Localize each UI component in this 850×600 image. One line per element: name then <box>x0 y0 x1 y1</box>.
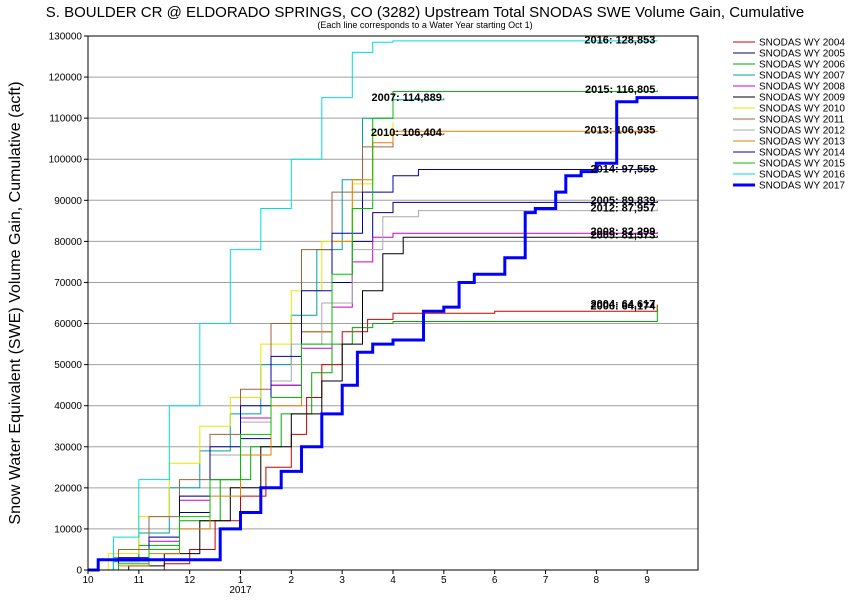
chart-title: S. BOULDER CR @ ELDORADO SPRINGS, CO (32… <box>46 4 805 21</box>
y-tick-label: 20000 <box>54 483 82 494</box>
series-line-10 <box>88 169 658 571</box>
legend-label-2: SNODAS WY 2006 <box>759 60 845 71</box>
legend-label-4: SNODAS WY 2008 <box>759 82 845 93</box>
x-tick-label: 4 <box>390 575 396 586</box>
series-line-3 <box>88 98 445 571</box>
legend-label-11: SNODAS WY 2015 <box>759 159 845 170</box>
y-tick-label: 80000 <box>54 237 82 248</box>
series-line-11 <box>88 90 658 571</box>
series-line-8 <box>88 208 658 571</box>
y-tick-label: 100000 <box>49 155 83 166</box>
end-label-4: 2008: 82,299 <box>590 226 655 238</box>
x-tick-label: 1 <box>238 575 244 586</box>
end-label-8: 2012: 87,957 <box>590 203 655 215</box>
legend-label-10: SNODAS WY 2014 <box>759 148 845 159</box>
x-tick-label: 12 <box>184 575 196 586</box>
y-tick-label: 10000 <box>54 524 82 535</box>
x-tick-label: 5 <box>441 575 447 586</box>
y-tick-label: 130000 <box>49 32 83 43</box>
x-tick-label: 10 <box>82 575 94 586</box>
legend-label-6: SNODAS WY 2010 <box>759 104 845 115</box>
series-layer <box>88 40 698 572</box>
end-label-12: 2016: 128,853 <box>584 35 655 47</box>
y-tick-label: 30000 <box>54 442 82 453</box>
series-line-7 <box>88 132 445 571</box>
y-tick-label: 110000 <box>49 114 82 125</box>
end-label-1: 2005: 89,839 <box>590 195 655 207</box>
chart-subtitle: (Each line corresponds to a Water Year s… <box>317 20 532 30</box>
legend-label-3: SNODAS WY 2007 <box>759 71 845 82</box>
x-tick-label: 2 <box>289 575 295 586</box>
series-line-13 <box>88 96 698 572</box>
end-label-5: 2009: 81,373 <box>590 230 655 242</box>
y-tick-label: 90000 <box>54 196 82 207</box>
y-axis-label: Snow Water Equivalent (SWE) Volume Gain,… <box>7 81 24 524</box>
x-tick-label: 6 <box>492 575 498 586</box>
end-label-9: 2013: 106,935 <box>584 125 655 137</box>
x-axis-ticks: 10 11 12 1 2 3 4 5 6 7 8 9 <box>82 570 650 586</box>
legend-label-7: SNODAS WY 2011 <box>759 115 845 126</box>
legend-label-12: SNODAS WY 2016 <box>759 170 845 181</box>
y-axis-ticks: 0 10000 20000 30000 40000 50000 60000 70000 8000… <box>49 32 88 577</box>
legend-label-1: SNODAS WY 2005 <box>759 49 845 60</box>
legend-label-5: SNODAS WY 2009 <box>759 93 845 104</box>
y-tick-label: 70000 <box>54 278 82 289</box>
end-label-10: 2014: 97,559 <box>590 163 655 175</box>
y-tick-label: 50000 <box>54 360 82 371</box>
end-labels: 2004: 64,617 2005: 89,839 2006: 64,174 2007… <box>371 35 656 313</box>
series-line-5 <box>88 235 658 571</box>
x-year-label: 2017 <box>229 585 252 596</box>
legend-label-0: SNODAS WY 2004 <box>759 38 845 49</box>
end-label-11: 2015: 116,805 <box>585 84 655 96</box>
legend-label-13: SNODAS WY 2017 <box>759 181 845 192</box>
end-label-7: 2010: 106,404 <box>371 127 443 139</box>
y-tick-label: 0 <box>76 566 82 577</box>
series-line-12 <box>88 40 658 571</box>
y-tick-label: 120000 <box>49 73 83 84</box>
end-label-0: 2004: 64,617 <box>590 299 655 311</box>
end-label-2: 2006: 64,174 <box>590 300 656 312</box>
x-tick-label: 3 <box>339 575 345 586</box>
series-line-0 <box>88 304 658 571</box>
plot-frame <box>87 35 699 571</box>
x-tick-label: 8 <box>594 575 600 586</box>
x-tick-label: 9 <box>644 575 650 586</box>
y-tick-label: 40000 <box>54 401 82 412</box>
legend-label-9: SNODAS WY 2013 <box>759 137 845 148</box>
x-tick-label: 7 <box>543 575 549 586</box>
y-tick-label: 60000 <box>54 319 82 330</box>
end-label-3: 2007: 114,889 <box>371 92 441 104</box>
x-tick-label: 11 <box>134 575 145 586</box>
legend-label-8: SNODAS WY 2012 <box>759 126 845 137</box>
